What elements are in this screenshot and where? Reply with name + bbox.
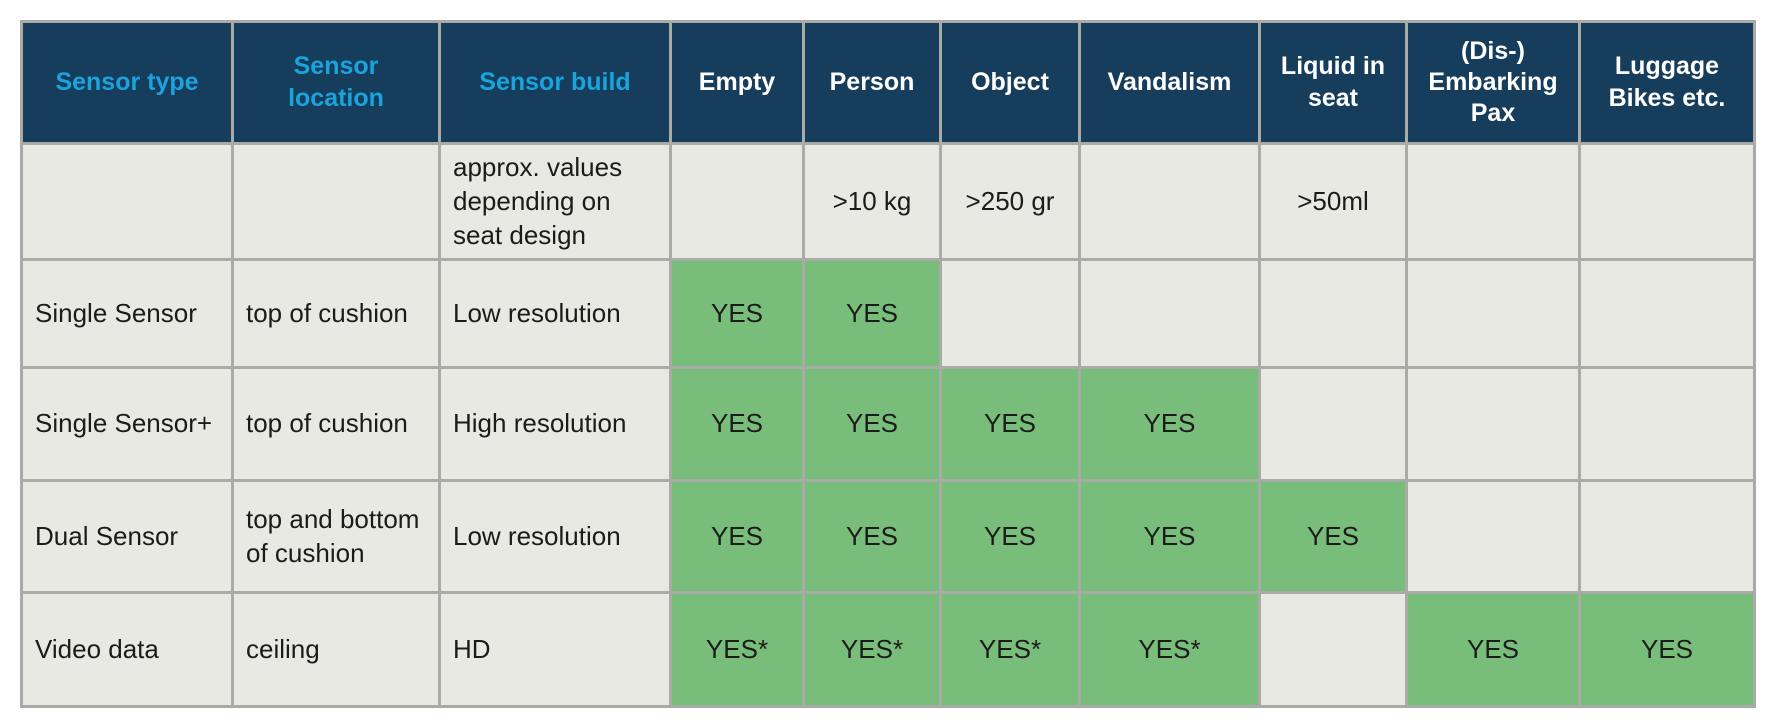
table-cell	[1405, 479, 1581, 595]
column-header: Sensor location	[231, 20, 441, 145]
table-cell: approx. values depending on seat design	[438, 141, 672, 262]
table-cell: YES	[939, 479, 1081, 595]
table-cell: Dual Sensor	[20, 479, 234, 595]
table-cell: >10 kg	[802, 141, 942, 262]
table-cell: YES	[1578, 591, 1756, 709]
column-header: Vandalism	[1078, 20, 1261, 145]
table-cell: Low resolution	[438, 258, 672, 370]
table-cell	[939, 258, 1081, 370]
table-cell	[1405, 141, 1581, 262]
column-header: Luggage Bikes etc.	[1578, 20, 1756, 145]
table-cell	[1578, 141, 1756, 262]
table-row: Video data ceiling HD YES* YES* YES* YES* YES YE…	[20, 591, 1756, 709]
table-cell: YES	[1258, 479, 1408, 595]
table-cell	[20, 141, 234, 262]
table-cell: >50ml	[1258, 141, 1408, 262]
table-cell: YES	[669, 479, 805, 595]
table-body: approx. values depending on seat design >…	[20, 141, 1756, 709]
table-row: Single Sensor+ top of cushion High resolut…	[20, 366, 1756, 483]
column-header: Sensor type	[20, 20, 234, 145]
table-row: Single Sensor top of cushion Low resolutio…	[20, 258, 1756, 370]
table-cell: YES	[802, 366, 942, 483]
table-cell	[1258, 591, 1408, 709]
table-cell	[669, 141, 805, 262]
column-header: Empty	[669, 20, 805, 145]
table-cell	[1258, 366, 1408, 483]
table-cell	[1078, 258, 1261, 370]
table-cell	[1405, 258, 1581, 370]
header-row: Sensor type Sensor location Sensor build Em…	[20, 20, 1756, 145]
table-cell	[1405, 366, 1581, 483]
table-cell: YES	[1078, 479, 1261, 595]
sensor-table: Sensor type Sensor location Sensor build Em…	[20, 20, 1756, 709]
table-cell: Video data	[20, 591, 234, 709]
table-cell: YES	[669, 258, 805, 370]
table-row: approx. values depending on seat design >…	[20, 141, 1756, 262]
table-cell: YES	[939, 366, 1081, 483]
table-cell	[1578, 258, 1756, 370]
table-row: Dual Sensor top and bottom of cushion Low …	[20, 479, 1756, 595]
column-header: Sensor build	[438, 20, 672, 145]
table-cell: YES*	[939, 591, 1081, 709]
table-cell: YES	[1078, 366, 1261, 483]
table-cell: top and bottom of cushion	[231, 479, 441, 595]
table-cell: Single Sensor	[20, 258, 234, 370]
column-header: Person	[802, 20, 942, 145]
table-cell: YES*	[669, 591, 805, 709]
table-cell	[1258, 258, 1408, 370]
table-cell: >250 gr	[939, 141, 1081, 262]
table-cell	[1078, 141, 1261, 262]
table-cell	[231, 141, 441, 262]
table-cell: YES	[669, 366, 805, 483]
table-cell: Single Sensor+	[20, 366, 234, 483]
table-cell: YES	[1405, 591, 1581, 709]
table-cell: High resolution	[438, 366, 672, 483]
table-cell: HD	[438, 591, 672, 709]
table-cell: top of cushion	[231, 258, 441, 370]
table-cell	[1578, 479, 1756, 595]
table-cell: YES*	[802, 591, 942, 709]
table-cell: YES*	[1078, 591, 1261, 709]
table-cell: ceiling	[231, 591, 441, 709]
table-cell	[1578, 366, 1756, 483]
table-cell: YES	[802, 479, 942, 595]
table-cell: YES	[802, 258, 942, 370]
column-header: Object	[939, 20, 1081, 145]
table-cell: Low resolution	[438, 479, 672, 595]
table-cell: top of cushion	[231, 366, 441, 483]
column-header: Liquid in seat	[1258, 20, 1408, 145]
column-header: (Dis-) Embarking Pax	[1405, 20, 1581, 145]
